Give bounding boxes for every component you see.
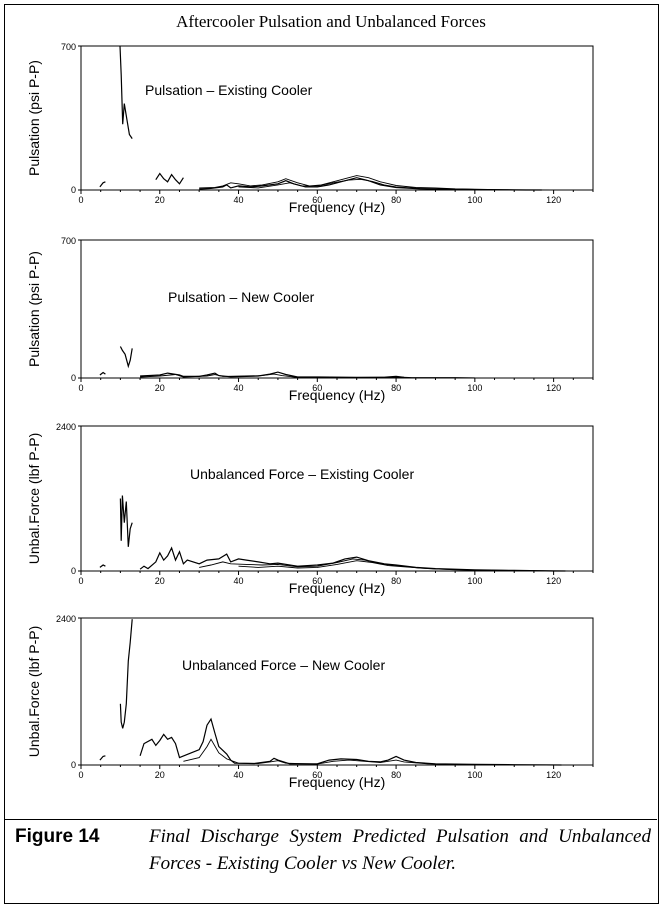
x-tick-label: 80: [391, 770, 401, 780]
figure-frame: Aftercooler Pulsation and Unbalanced For…: [4, 4, 659, 904]
x-tick-label: 60: [312, 195, 322, 205]
panel-title: Pulsation – New Cooler: [168, 289, 315, 305]
x-tick-label: 80: [391, 383, 401, 393]
x-tick-label: 0: [78, 770, 83, 780]
x-tick-label: 100: [467, 770, 482, 780]
x-tick-label: 40: [234, 576, 244, 586]
x-axis-title: Frequency (Hz): [289, 199, 385, 215]
x-tick-label: 60: [312, 770, 322, 780]
series-line: [155, 172, 184, 185]
caption-label: Figure 14: [15, 826, 100, 847]
plot-frame: [80, 45, 594, 191]
x-tick-label: 0: [78, 576, 83, 586]
x-tick-label: 120: [546, 576, 561, 586]
y-tick-label: 2400: [56, 614, 76, 624]
series-line: [238, 560, 534, 572]
x-tick-label: 100: [467, 576, 482, 586]
x-axis-title: Frequency (Hz): [289, 774, 385, 790]
x-tick-label: 40: [234, 770, 244, 780]
chart-panel-1: 0 20 40 60 80 100 120 0 700 Frequency (Hz) Pulsati…: [26, 42, 594, 215]
series-line: [119, 346, 133, 369]
caption-text: Final Discharge System Predicted Pulsati…: [149, 826, 651, 874]
y-tick-label: 0: [71, 185, 76, 195]
y-tick-label: 2400: [56, 422, 76, 432]
figure-title: Aftercooler Pulsation and Unbalanced For…: [176, 12, 486, 31]
series-line: [139, 717, 562, 766]
y-tick-label: 0: [71, 566, 76, 576]
y-tick-label: 700: [61, 42, 76, 52]
series-line: [99, 181, 106, 188]
x-tick-label: 20: [155, 383, 165, 393]
x-tick-label: 100: [467, 383, 482, 393]
y-tick-label: 0: [71, 760, 76, 770]
series-line: [139, 546, 566, 572]
charts-canvas: 0 20 40 60 80 100 120 0 700 Frequency (Hz) Pulsati…: [26, 42, 594, 790]
chart-panel-2: 0 20 40 60 80 100 120 0 700 Frequency (Hz) Pulsati…: [26, 236, 594, 403]
x-tick-label: 100: [467, 195, 482, 205]
x-tick-label: 40: [234, 383, 244, 393]
x-tick-label: 60: [312, 383, 322, 393]
panel-title: Unbalanced Force – Existing Cooler: [190, 466, 414, 482]
x-tick-label: 40: [234, 195, 244, 205]
series-line: [119, 619, 133, 729]
y-axis-title: Unbal.Force (lbf P-P): [26, 626, 42, 757]
panel-title: Pulsation – Existing Cooler: [145, 82, 313, 98]
y-axis-title: Pulsation (psi P-P): [26, 60, 42, 176]
series-line: [238, 178, 519, 191]
panel-title: Unbalanced Force – New Cooler: [182, 657, 385, 673]
series-line: [119, 495, 133, 547]
series-line: [199, 177, 542, 191]
plot-frame: [80, 239, 594, 379]
series-line: [99, 564, 106, 568]
x-tick-label: 120: [546, 770, 561, 780]
x-tick-label: 20: [155, 195, 165, 205]
x-tick-label: 0: [78, 195, 83, 205]
chart-panel-4: 0 20 40 60 80 100 120 0 2400 Frequency (Hz) Unbal.…: [26, 614, 594, 790]
x-tick-label: 120: [546, 383, 561, 393]
x-tick-label: 60: [312, 576, 322, 586]
y-axis-title: Unbal.Force (lbf P-P): [26, 433, 42, 564]
y-tick-label: 700: [61, 236, 76, 246]
y-tick-label: 0: [71, 373, 76, 383]
plot-frame: [80, 425, 594, 572]
series-line: [119, 45, 133, 139]
plot-area: Aftercooler Pulsation and Unbalanced For…: [5, 5, 657, 820]
x-tick-label: 20: [155, 770, 165, 780]
series-line: [140, 373, 475, 379]
x-tick-label: 20: [155, 576, 165, 586]
y-axis-title: Pulsation (psi P-P): [26, 251, 42, 367]
series-line: [183, 738, 491, 766]
x-tick-label: 80: [391, 576, 401, 586]
x-axis-title: Frequency (Hz): [289, 580, 385, 596]
series-line: [99, 371, 106, 376]
series-line: [99, 755, 106, 761]
x-tick-label: 0: [78, 383, 83, 393]
chart-panel-3: 0 20 40 60 80 100 120 0 2400 Frequency (Hz) Unbal.…: [26, 422, 594, 596]
x-axis-title: Frequency (Hz): [289, 387, 385, 403]
x-tick-label: 120: [546, 195, 561, 205]
x-tick-label: 80: [391, 195, 401, 205]
